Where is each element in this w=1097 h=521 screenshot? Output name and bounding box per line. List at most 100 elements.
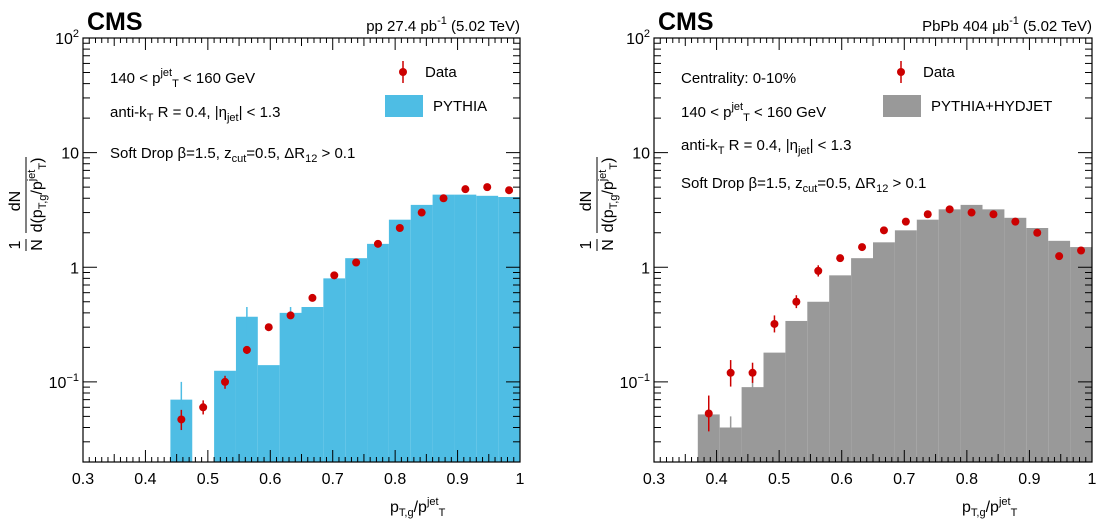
- text-fragment: R = 0.4, |η: [724, 137, 798, 154]
- text-fragment: jet: [426, 496, 439, 508]
- text-fragment: 10: [626, 31, 644, 48]
- mc-bar: [214, 370, 236, 462]
- mc-bar: [697, 414, 720, 462]
- y-label-dN: dN: [578, 191, 595, 211]
- data-point: [1011, 217, 1020, 226]
- data-point: [945, 205, 954, 214]
- header-fragment: (5.02 TeV): [1019, 18, 1092, 35]
- data-point: [704, 409, 713, 418]
- text-fragment: jet: [730, 101, 743, 113]
- text-fragment: R = 0.4, |η: [153, 104, 227, 121]
- annotation-line: 140 < pjetT < 160 GeV: [681, 101, 826, 124]
- mc-bar: [960, 204, 983, 462]
- mc-bar: [719, 427, 742, 462]
- mc-bar: [257, 365, 280, 462]
- mc-bar: [785, 320, 808, 462]
- header-fragment: pp 27.4 pb: [366, 18, 437, 35]
- y-tick-label: 102: [55, 28, 79, 48]
- x-tick-label: 0.3: [72, 471, 94, 488]
- text-fragment: /p: [29, 181, 46, 194]
- text-fragment: 12: [876, 183, 888, 195]
- text-fragment: T: [608, 163, 620, 170]
- text-fragment: T: [743, 112, 750, 124]
- mc-bar: [301, 307, 324, 462]
- mc-histogram: [170, 194, 520, 463]
- text-fragment: anti-k: [681, 137, 718, 154]
- mc-bar: [741, 387, 764, 462]
- data-points: [177, 183, 514, 431]
- data-point: [901, 217, 910, 226]
- mc-bar: [1048, 240, 1071, 462]
- data-point: [221, 377, 230, 386]
- legend-data-marker: [897, 68, 905, 76]
- mc-histogram: [697, 204, 1092, 462]
- legend-data-marker: [399, 68, 407, 76]
- data-points: [704, 205, 1086, 432]
- x-tick-label: 0.5: [197, 471, 219, 488]
- text-fragment: T: [172, 78, 179, 90]
- mc-bar: [235, 316, 258, 462]
- text-fragment: T: [147, 112, 154, 124]
- mc-bar: [1070, 247, 1092, 462]
- data-point: [726, 368, 735, 377]
- x-tick-label: 0.9: [446, 471, 468, 488]
- data-point: [461, 185, 470, 194]
- mc-bar: [982, 209, 1005, 462]
- x-axis: 0.3 0.4 0.5 0.6 0.7 0.8 0.9 1: [72, 38, 525, 488]
- text-fragment: ): [29, 158, 46, 163]
- x-tick-label: 0.8: [956, 471, 978, 488]
- data-point: [330, 271, 339, 280]
- text-fragment: cut: [232, 153, 247, 165]
- mc-bar: [894, 230, 917, 462]
- luminosity-header: PbPb 404 μb-1 (5.02 TeV): [922, 15, 1092, 35]
- x-axis-label: pT,g/pjetT: [962, 496, 1018, 519]
- pp-panel: CMS pp 27.4 pb-1 (5.02 TeV)0.3 0.4 0.5 0.6 0.…: [7, 8, 525, 519]
- legend-mc-label: PYTHIA: [433, 98, 487, 115]
- mc-bar: [763, 352, 786, 462]
- data-point: [505, 186, 514, 195]
- text-fragment: T,g: [37, 195, 49, 210]
- text-fragment: jet: [159, 67, 172, 79]
- text-fragment: =0.5, ΔR: [246, 145, 305, 162]
- annotations: Centrality: 0-10%140 < pjetT < 160 GeVan…: [681, 70, 926, 195]
- text-fragment: 10: [49, 375, 67, 392]
- text-fragment: /p: [414, 499, 427, 516]
- text-fragment: Soft Drop β=1.5, z: [110, 145, 232, 162]
- legend-mc-label: PYTHIA+HYDJET: [931, 98, 1052, 115]
- text-fragment: jet: [597, 170, 609, 183]
- data-point: [967, 208, 976, 217]
- x-tick-label: 1: [516, 471, 525, 488]
- data-point: [748, 368, 757, 377]
- data-point: [1033, 228, 1042, 237]
- data-point: [286, 311, 295, 320]
- data-point: [352, 258, 361, 267]
- legend: Data PYTHIA: [385, 61, 487, 117]
- data-point: [1055, 252, 1064, 261]
- text-fragment: jet: [998, 496, 1011, 508]
- x-tick-label: 0.6: [831, 471, 853, 488]
- mc-bar: [498, 197, 520, 463]
- text-fragment: anti-k: [110, 104, 147, 121]
- text-fragment: 2: [644, 28, 650, 40]
- y-label-1: 1: [578, 240, 595, 249]
- text-fragment: Soft Drop β=1.5, z: [681, 175, 803, 192]
- data-point: [417, 208, 426, 217]
- data-point: [264, 323, 273, 332]
- annotation-line: 140 < pjetT < 160 GeV: [110, 67, 255, 90]
- legend-data-label: Data: [425, 64, 457, 81]
- data-point: [483, 183, 492, 192]
- text-fragment: 12: [305, 153, 317, 165]
- cms-label: CMS: [87, 8, 143, 36]
- mc-bar: [873, 242, 895, 462]
- text-fragment: T,g: [971, 507, 986, 519]
- text-fragment: 2: [73, 28, 79, 40]
- y-tick-label: 10−1: [620, 372, 650, 392]
- text-fragment: T,g: [608, 195, 620, 210]
- mc-bar: [388, 219, 411, 462]
- text-fragment: /p: [986, 499, 999, 516]
- text-fragment: > 0.1: [317, 145, 355, 162]
- y-tick-label: 1: [641, 260, 650, 277]
